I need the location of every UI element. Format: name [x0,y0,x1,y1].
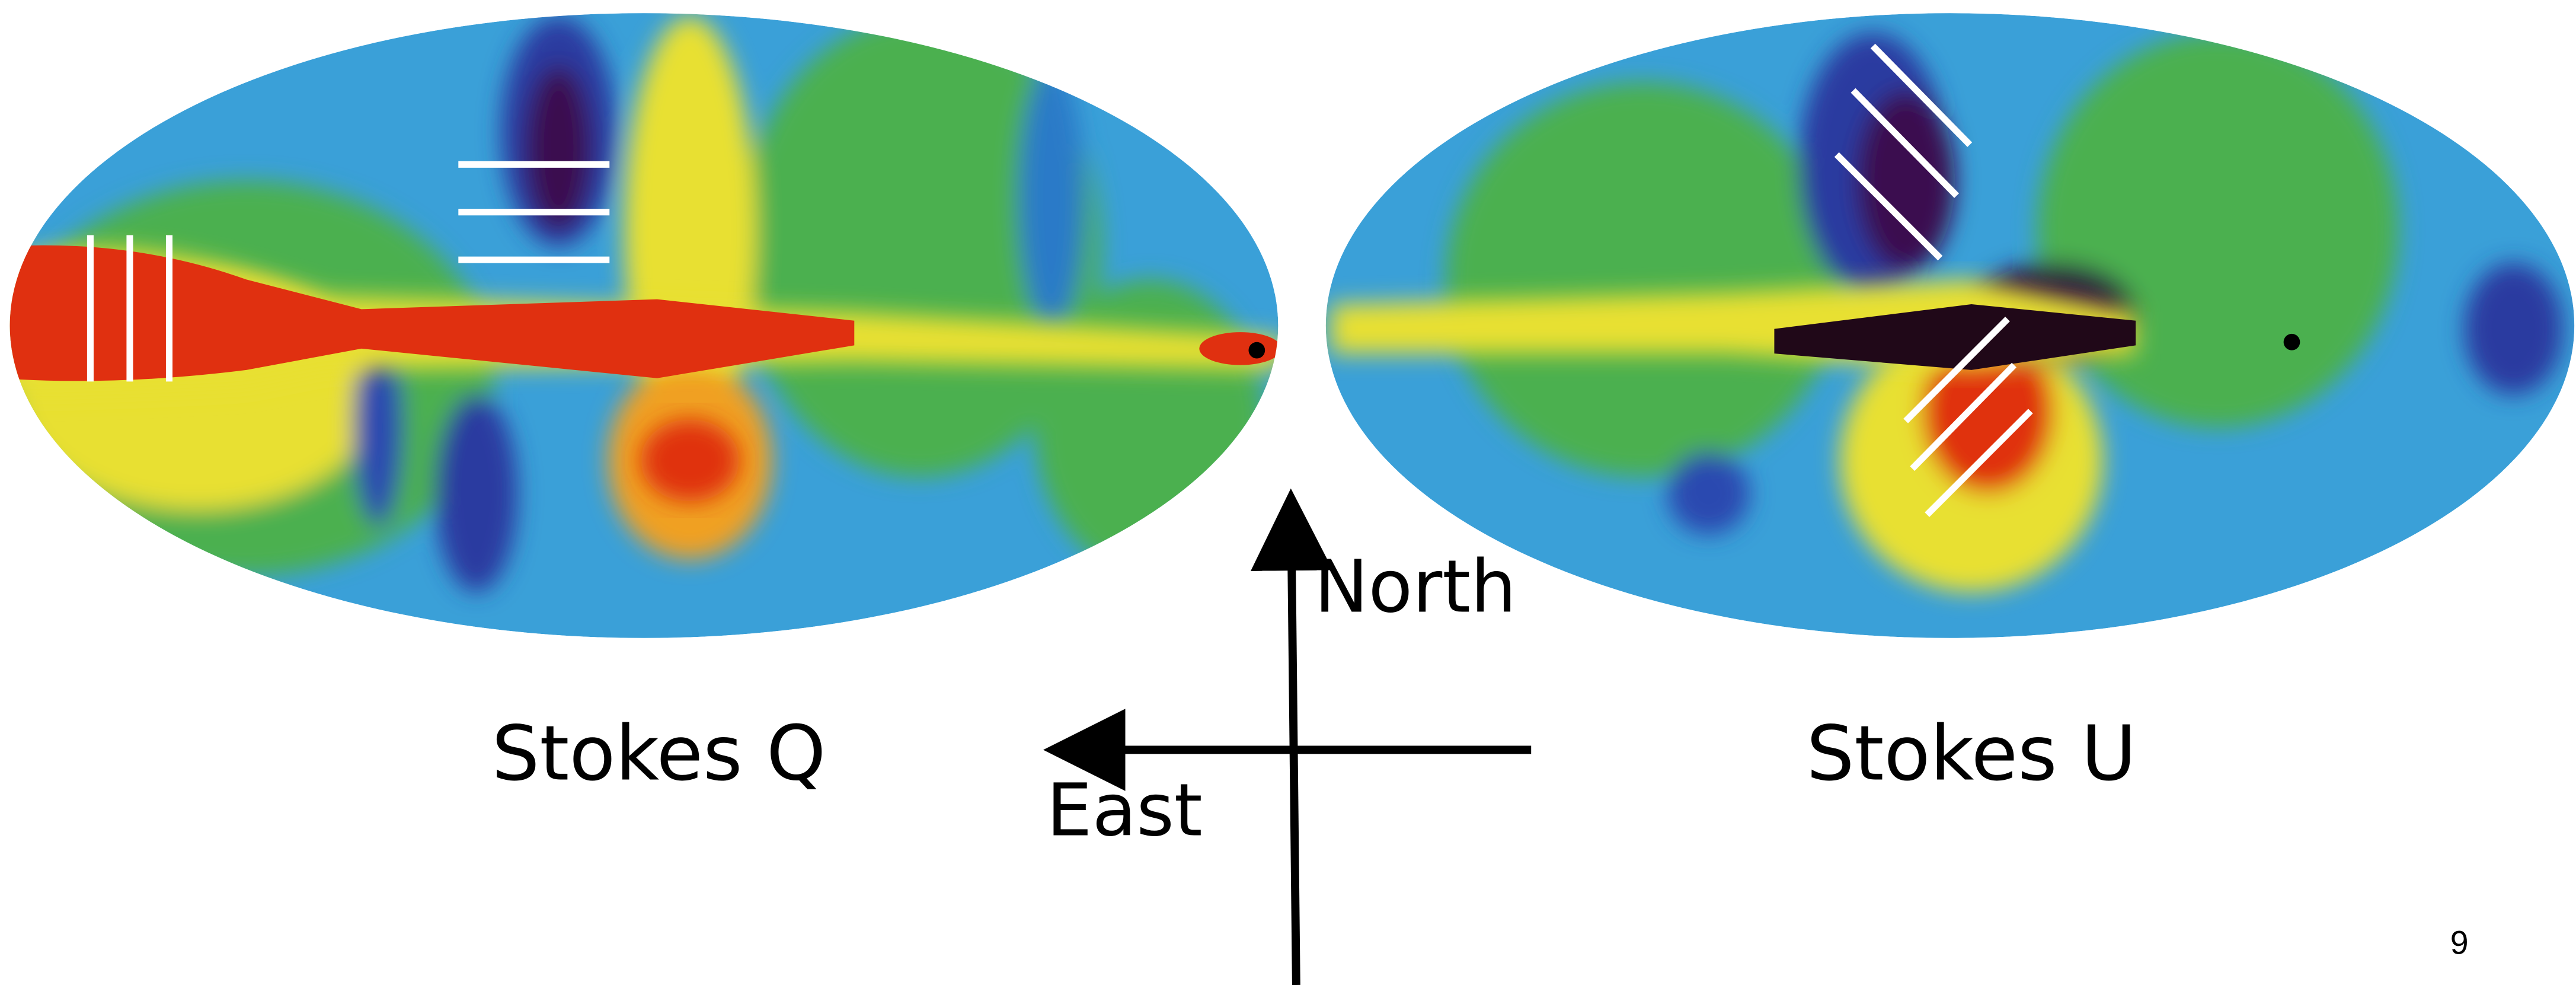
slide: North East Stokes Q Stokes U 9 [0,0,2576,985]
map-caption: Stokes U [1807,710,2137,798]
map-caption: Stokes Q [491,710,826,798]
north-arrow [1292,530,1296,985]
page: {"slide": {"left_map": {"caption": "Stok… [0,0,2576,985]
stokes-q-map [0,13,1281,638]
east-label: East [1047,769,1203,853]
page-number: 9 [2450,924,2469,961]
north-label: North [1314,545,1516,629]
